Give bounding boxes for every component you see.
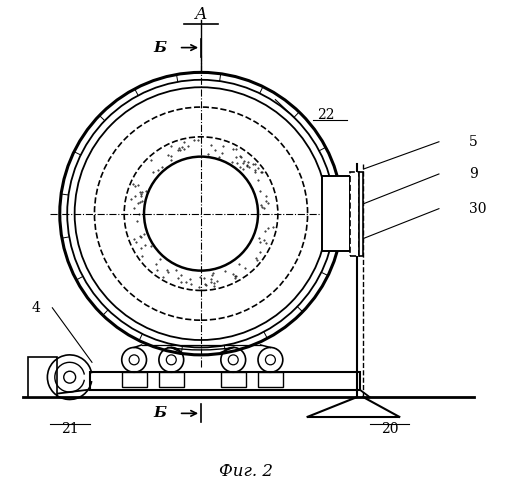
Text: 21: 21 (61, 422, 79, 436)
Text: Б: Б (153, 406, 166, 420)
Bar (322, 176, 350, 251)
Text: 30: 30 (469, 202, 486, 215)
Text: Фиг. 2: Фиг. 2 (219, 463, 272, 480)
Text: А: А (195, 6, 207, 23)
Bar (258, 372, 283, 387)
Bar (28, 358, 57, 397)
Text: Б: Б (153, 40, 166, 54)
Text: 22: 22 (317, 108, 335, 122)
Bar (358, 172, 363, 256)
Bar (90, 372, 359, 390)
Bar (221, 372, 245, 387)
Bar (122, 372, 146, 387)
Text: 20: 20 (381, 422, 398, 436)
Text: 4: 4 (31, 301, 40, 315)
Bar (350, 172, 358, 256)
Text: 9: 9 (469, 167, 477, 181)
Text: 5: 5 (469, 135, 477, 149)
Bar (159, 372, 184, 387)
